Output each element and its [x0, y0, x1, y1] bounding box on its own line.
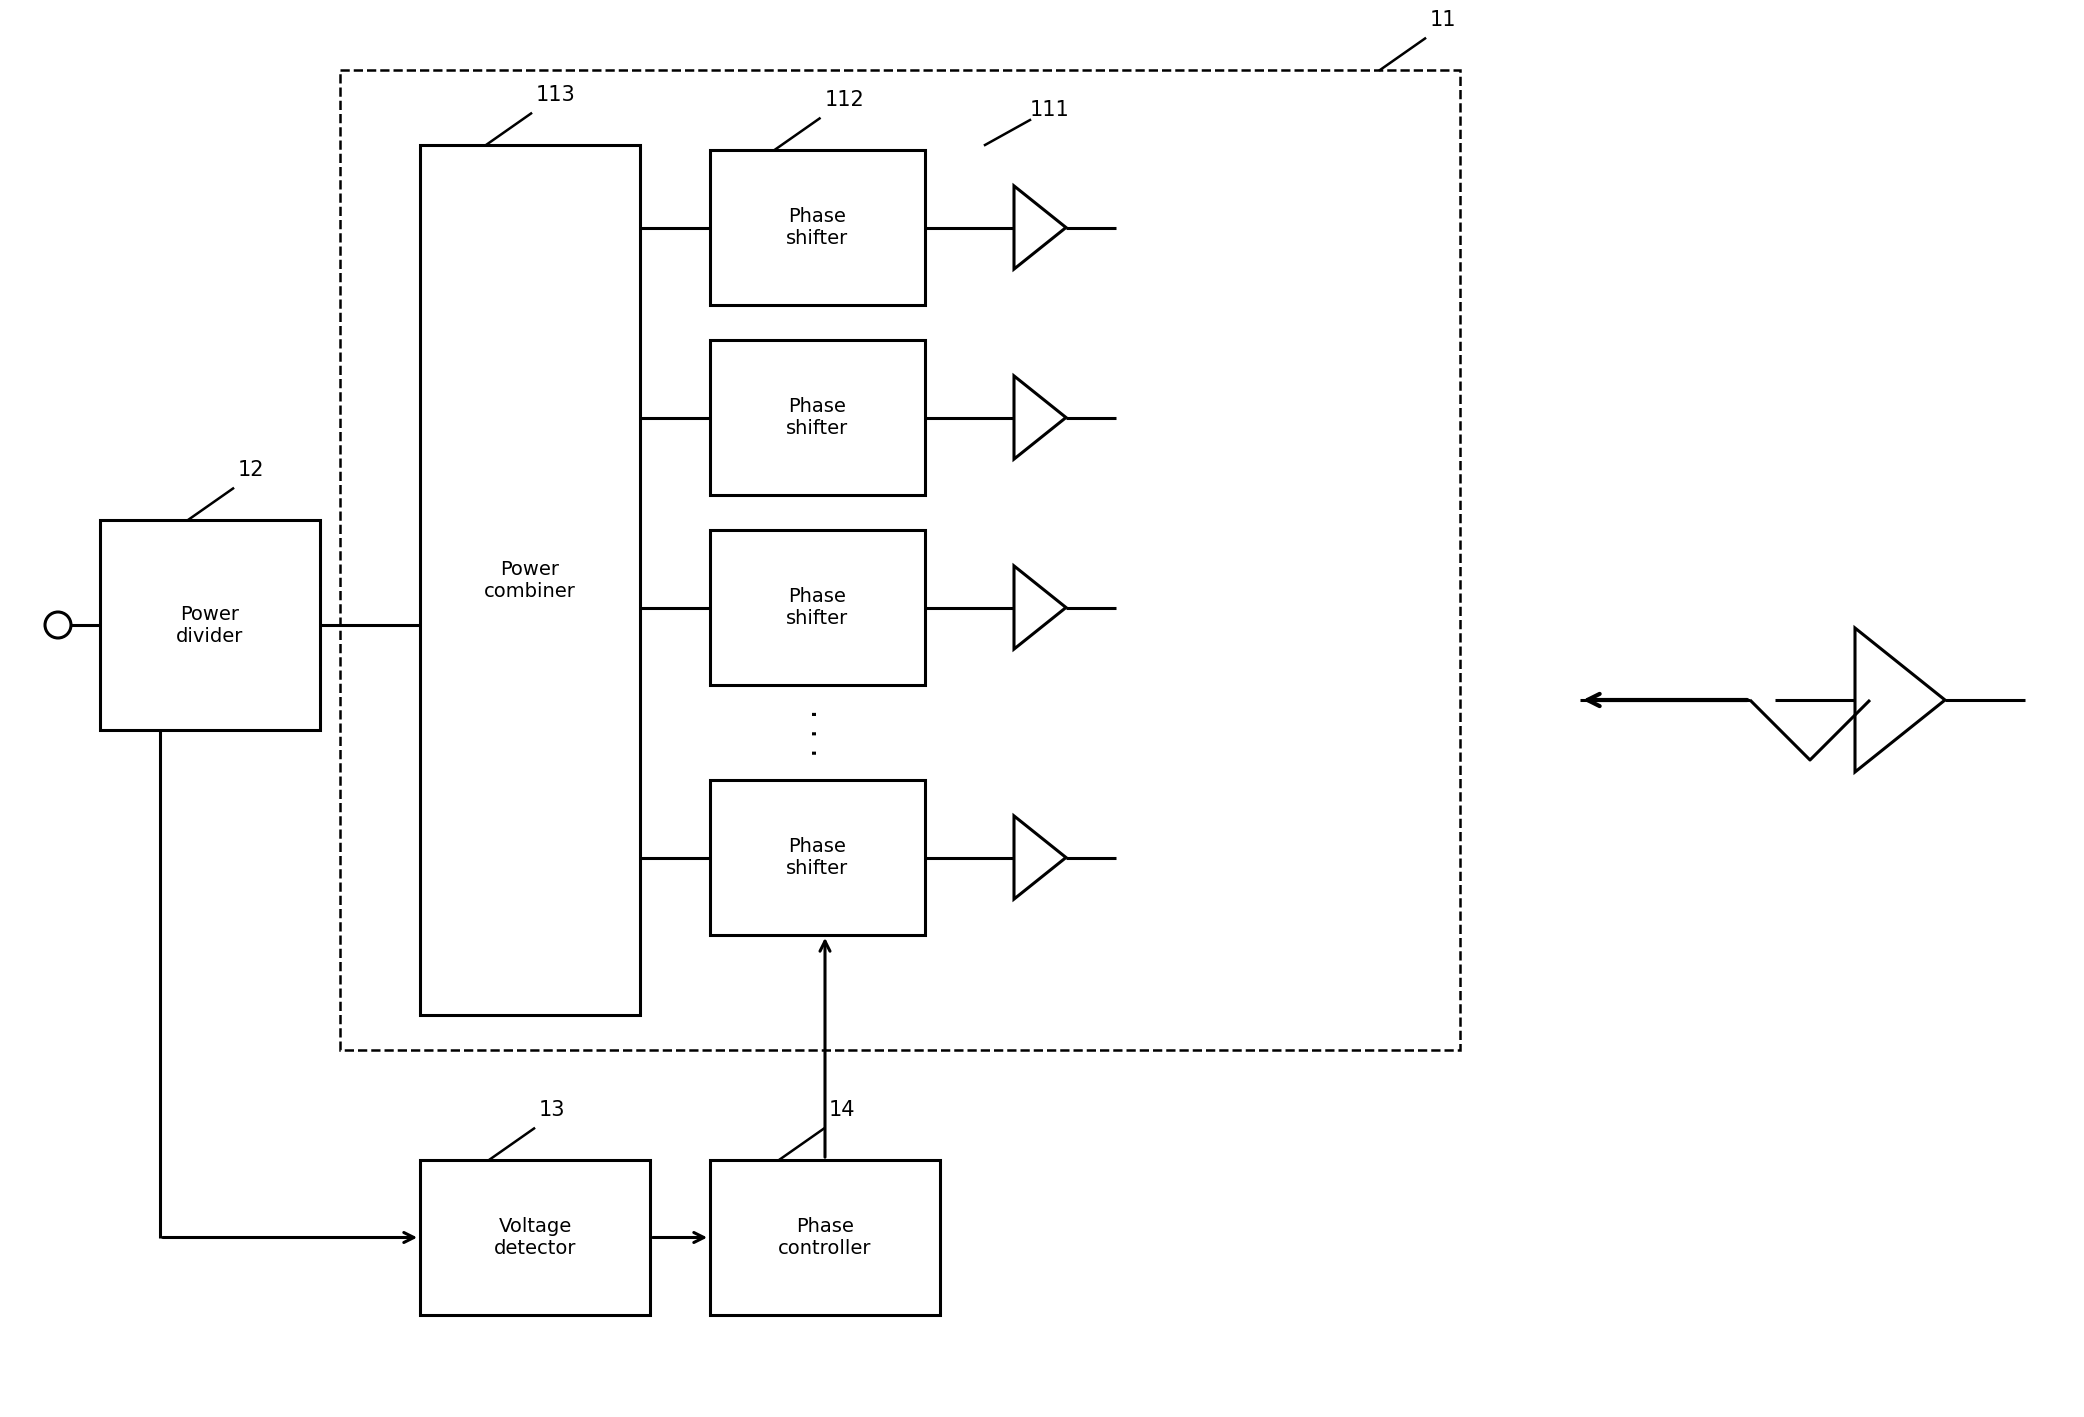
Text: · · ·: · · ·: [802, 708, 832, 757]
Text: Phase
shifter: Phase shifter: [786, 587, 848, 628]
Text: 112: 112: [825, 91, 865, 111]
Bar: [711, 1161, 940, 1315]
Bar: [100, 520, 321, 730]
Text: 12: 12: [238, 461, 265, 480]
Bar: [711, 340, 925, 495]
Text: 111: 111: [1029, 101, 1069, 120]
Bar: [711, 150, 925, 305]
Text: 113: 113: [536, 85, 575, 105]
Text: 13: 13: [540, 1101, 565, 1121]
Text: Voltage
detector: Voltage detector: [494, 1217, 577, 1258]
Text: Phase
shifter: Phase shifter: [786, 837, 848, 879]
Bar: [711, 530, 925, 684]
Text: Power
divider: Power divider: [177, 605, 244, 646]
Text: Phase
controller: Phase controller: [777, 1217, 871, 1258]
Text: Phase
shifter: Phase shifter: [786, 207, 848, 248]
Bar: [421, 1161, 650, 1315]
Text: 14: 14: [829, 1101, 857, 1121]
Bar: [421, 145, 640, 1015]
Text: 11: 11: [1430, 10, 1457, 30]
Text: Power
combiner: Power combiner: [483, 560, 575, 601]
Bar: [340, 69, 1461, 1050]
Text: Phase
shifter: Phase shifter: [786, 397, 848, 438]
Bar: [711, 779, 925, 935]
